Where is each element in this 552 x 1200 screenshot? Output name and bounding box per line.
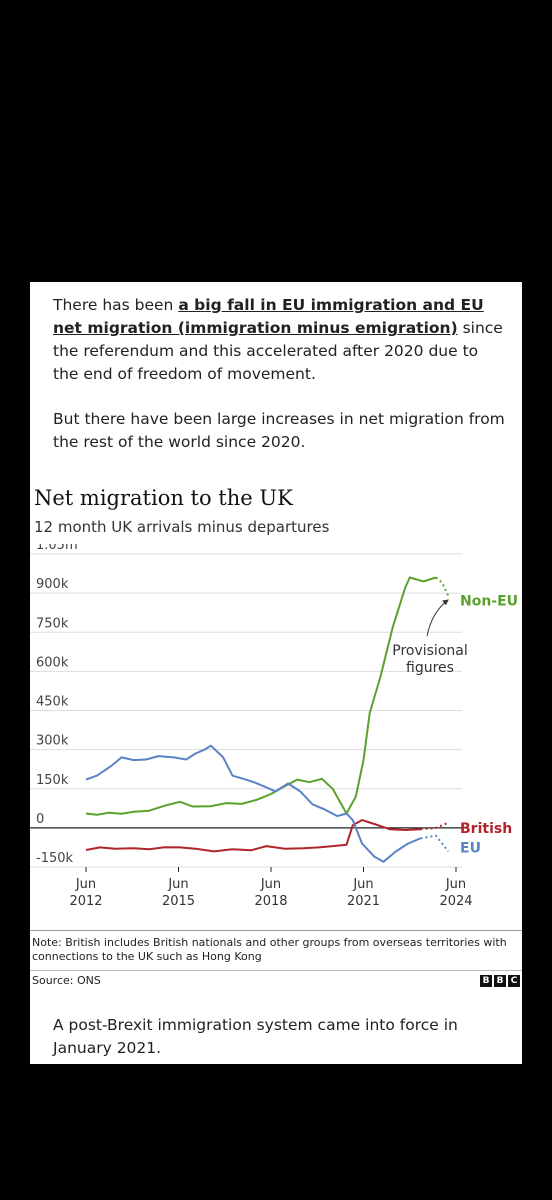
annotation-line-1: Provisional bbox=[392, 643, 467, 659]
source-divider bbox=[30, 970, 522, 971]
x-tick-label-year: 2015 bbox=[162, 894, 195, 909]
y-tick-label: 0 bbox=[36, 812, 44, 827]
intro-paragraph-2: But there have been large increases in n… bbox=[53, 410, 505, 451]
x-tick-label-month: Jun bbox=[167, 877, 188, 892]
x-tick-label-month: Jun bbox=[445, 877, 466, 892]
y-tick-label: 900k bbox=[36, 577, 69, 592]
x-tick-label-year: 2018 bbox=[254, 894, 287, 909]
article-card: There has been a big fall in EU immigrat… bbox=[30, 282, 522, 1064]
x-tick-label-month: Jun bbox=[352, 877, 373, 892]
chart-title: Net migration to the UK bbox=[34, 486, 293, 510]
logo-letter: B bbox=[480, 975, 492, 987]
chart-note: Note: British includes British nationals… bbox=[32, 936, 507, 963]
y-tick-label: -150k bbox=[36, 851, 74, 866]
series-label-british: British bbox=[460, 821, 512, 837]
chart-subtitle: 12 month UK arrivals minus departures bbox=[34, 518, 330, 536]
logo-letter: B bbox=[494, 975, 506, 987]
x-tick-label-year: 2024 bbox=[439, 894, 472, 909]
y-tick-label: 1.05m bbox=[36, 544, 78, 553]
intro-paragraph-1: There has been a big fall in EU immigrat… bbox=[53, 294, 508, 386]
provisional-line-british bbox=[420, 821, 449, 831]
note-divider bbox=[30, 930, 522, 931]
annotation-arrow bbox=[426, 599, 449, 637]
provisional-annotation: Provisional figures bbox=[392, 599, 468, 676]
intro-link[interactable]: a big fall in EU immigration and EU net … bbox=[53, 296, 484, 337]
bbc-logo: B B C bbox=[480, 975, 520, 987]
x-tick-label-month: Jun bbox=[260, 877, 281, 892]
y-tick-label: 300k bbox=[36, 734, 69, 749]
series-line-non-eu bbox=[85, 576, 437, 816]
series-label-eu: EU bbox=[460, 840, 481, 856]
series-line-eu bbox=[85, 744, 421, 863]
y-tick-label: 750k bbox=[36, 616, 69, 631]
intro-text-end: since the referendum and this accelerate… bbox=[53, 319, 503, 383]
x-tick-label-year: 2012 bbox=[69, 894, 102, 909]
y-tick-label: 450k bbox=[36, 695, 69, 710]
series-label-non-eu: Non-EU bbox=[460, 594, 518, 610]
provisional-line-eu bbox=[420, 834, 450, 853]
chart-source: Source: ONS bbox=[32, 974, 101, 987]
x-tick-label-month: Jun bbox=[75, 877, 96, 892]
logo-letter: C bbox=[508, 975, 520, 987]
y-tick-label: 150k bbox=[36, 773, 69, 788]
series-line-british bbox=[85, 819, 421, 853]
annotation-line-2: figures bbox=[406, 660, 454, 676]
outro-paragraph: A post-Brexit immigration system came in… bbox=[53, 1016, 458, 1057]
x-tick-label-year: 2021 bbox=[347, 894, 380, 909]
net-migration-chart: 1.05m900k750k600k450k300k150k0-150kJun20… bbox=[30, 544, 518, 909]
intro-text-start: There has been bbox=[53, 296, 179, 314]
y-tick-label: 600k bbox=[36, 655, 69, 670]
